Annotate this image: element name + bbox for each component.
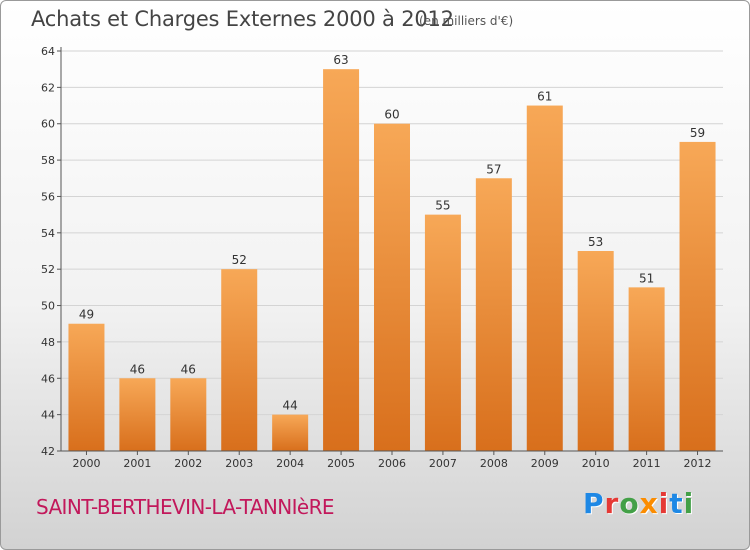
bar (170, 378, 207, 451)
logo-letter: P (583, 487, 605, 520)
x-tick-label: 2002 (174, 457, 202, 470)
logo-letter: t (669, 487, 684, 520)
bar-value-label: 60 (384, 108, 399, 122)
x-tick-label: 2008 (480, 457, 508, 470)
bar (424, 214, 461, 451)
bar-value-label: 55 (435, 199, 450, 213)
logo-letter: o (619, 487, 640, 520)
bar (628, 287, 665, 451)
x-tick-label: 2001 (123, 457, 151, 470)
bar-value-label: 49 (79, 308, 94, 322)
bar-value-label: 51 (639, 271, 654, 285)
x-tick-label: 2003 (225, 457, 253, 470)
y-tick-label: 60 (41, 118, 55, 131)
y-tick-label: 52 (41, 263, 55, 276)
x-tick-label: 2012 (684, 457, 712, 470)
x-tick-label: 2005 (327, 457, 355, 470)
y-tick-label: 44 (41, 409, 55, 422)
logo-letter: i (658, 487, 670, 520)
bar (221, 269, 258, 451)
y-tick-label: 54 (41, 227, 55, 240)
y-tick-label: 58 (41, 154, 55, 167)
x-tick-label: 2007 (429, 457, 457, 470)
y-tick-label: 50 (41, 300, 55, 313)
bar-value-label: 46 (181, 362, 196, 376)
x-tick-label: 2000 (72, 457, 100, 470)
bar-value-label: 61 (537, 90, 552, 104)
bar (68, 323, 105, 451)
bar-value-label: 57 (486, 162, 501, 176)
y-tick-label: 46 (41, 372, 55, 385)
bar (475, 178, 512, 452)
chart-title: Achats et Charges Externes 2000 à 2012 (31, 7, 454, 31)
x-tick-label: 2011 (633, 457, 661, 470)
bar (526, 105, 563, 451)
bar-value-label: 46 (130, 362, 145, 376)
y-tick-label: 56 (41, 190, 55, 203)
logo-letter: i (683, 487, 695, 520)
bar-value-label: 59 (690, 126, 705, 140)
commune-name: SAINT-BERTHEVIN-LA-TANNIèRE (36, 495, 335, 519)
proxiti-logo: Proxiti (583, 487, 694, 520)
bar (679, 141, 716, 451)
x-tick-label: 2009 (531, 457, 559, 470)
bar-value-label: 63 (333, 53, 348, 67)
bar-value-label: 44 (283, 399, 298, 413)
x-tick-label: 2006 (378, 457, 406, 470)
bar-value-label: 52 (232, 253, 247, 267)
chart-unit-subtitle: (en milliers d'€) (419, 14, 514, 28)
x-tick-label: 2004 (276, 457, 304, 470)
y-tick-label: 48 (41, 336, 55, 349)
bar (323, 69, 360, 451)
x-tick-label: 2010 (582, 457, 610, 470)
y-tick-label: 42 (41, 445, 55, 458)
y-tick-label: 64 (41, 45, 55, 58)
bar (374, 123, 410, 452)
logo-letter: r (604, 487, 620, 520)
bar (272, 414, 309, 451)
logo-letter: x (639, 487, 659, 520)
bar (577, 251, 614, 451)
y-tick-label: 62 (41, 81, 55, 94)
bar-value-label: 53 (588, 235, 603, 249)
bar (119, 378, 156, 451)
